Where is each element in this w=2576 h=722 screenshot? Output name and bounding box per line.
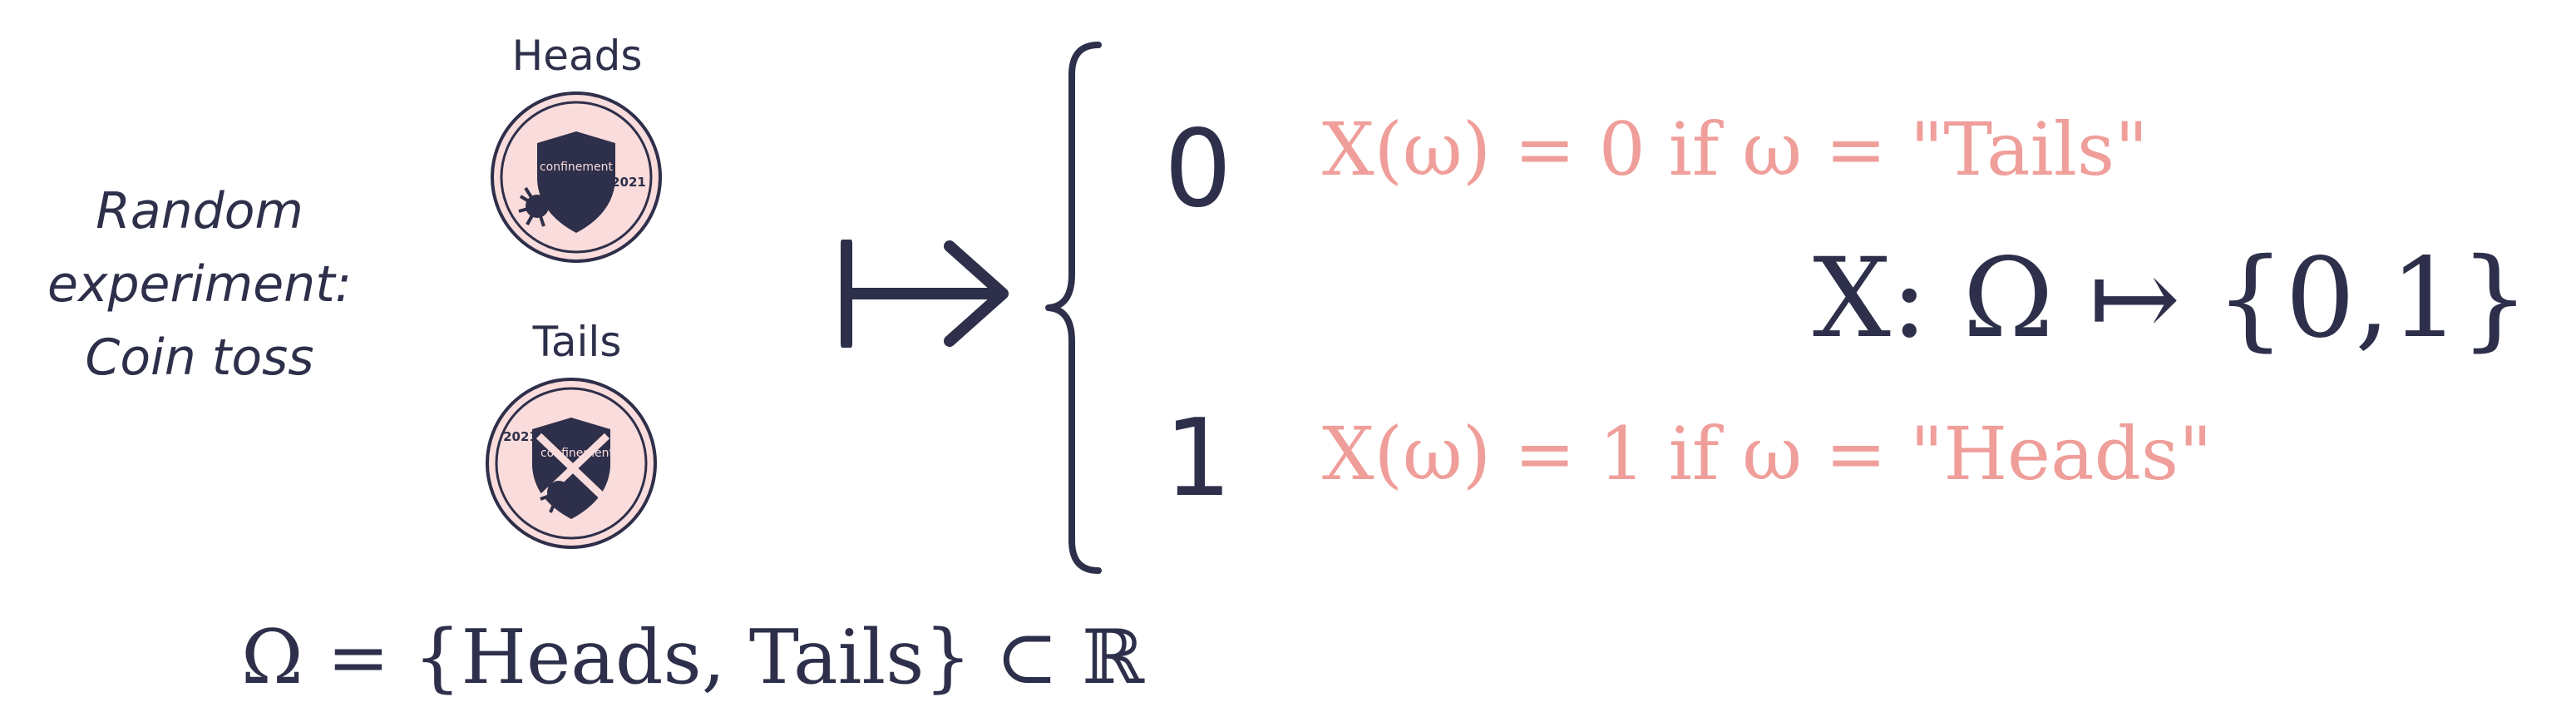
random-variable-mapping: X: Ω ↦ {0,1}	[1813, 235, 2530, 363]
tails-inscription: confinement	[540, 447, 614, 460]
sample-space: Ω = {Heads, Tails} ⊂ ℝ	[241, 614, 1145, 701]
caption-line-2: experiment:	[47, 255, 352, 314]
outcome-zero: 0	[1164, 107, 1232, 231]
experiment-caption: Random experiment: Coin toss	[17, 175, 382, 394]
tails-coin: confinement 2021	[486, 378, 657, 549]
heads-year: 2021	[611, 175, 646, 190]
heads-inscription: confinement	[540, 161, 614, 174]
curly-brace	[1045, 42, 1102, 574]
maps-to-arrow-icon	[841, 240, 1009, 348]
outcome-one: 1	[1164, 397, 1232, 521]
tails-year: 2021	[503, 429, 538, 444]
caption-line-3: Coin toss	[85, 329, 314, 387]
tails-label: Tails	[532, 318, 622, 366]
rule-tails: X(ω) = 0 if ω = "Tails"	[1322, 106, 2149, 192]
heads-coin: confinement 2021	[491, 91, 662, 263]
heads-label: Heads	[511, 32, 643, 80]
caption-line-1: Random	[96, 182, 303, 240]
rule-heads: X(ω) = 1 if ω = "Heads"	[1322, 411, 2213, 497]
